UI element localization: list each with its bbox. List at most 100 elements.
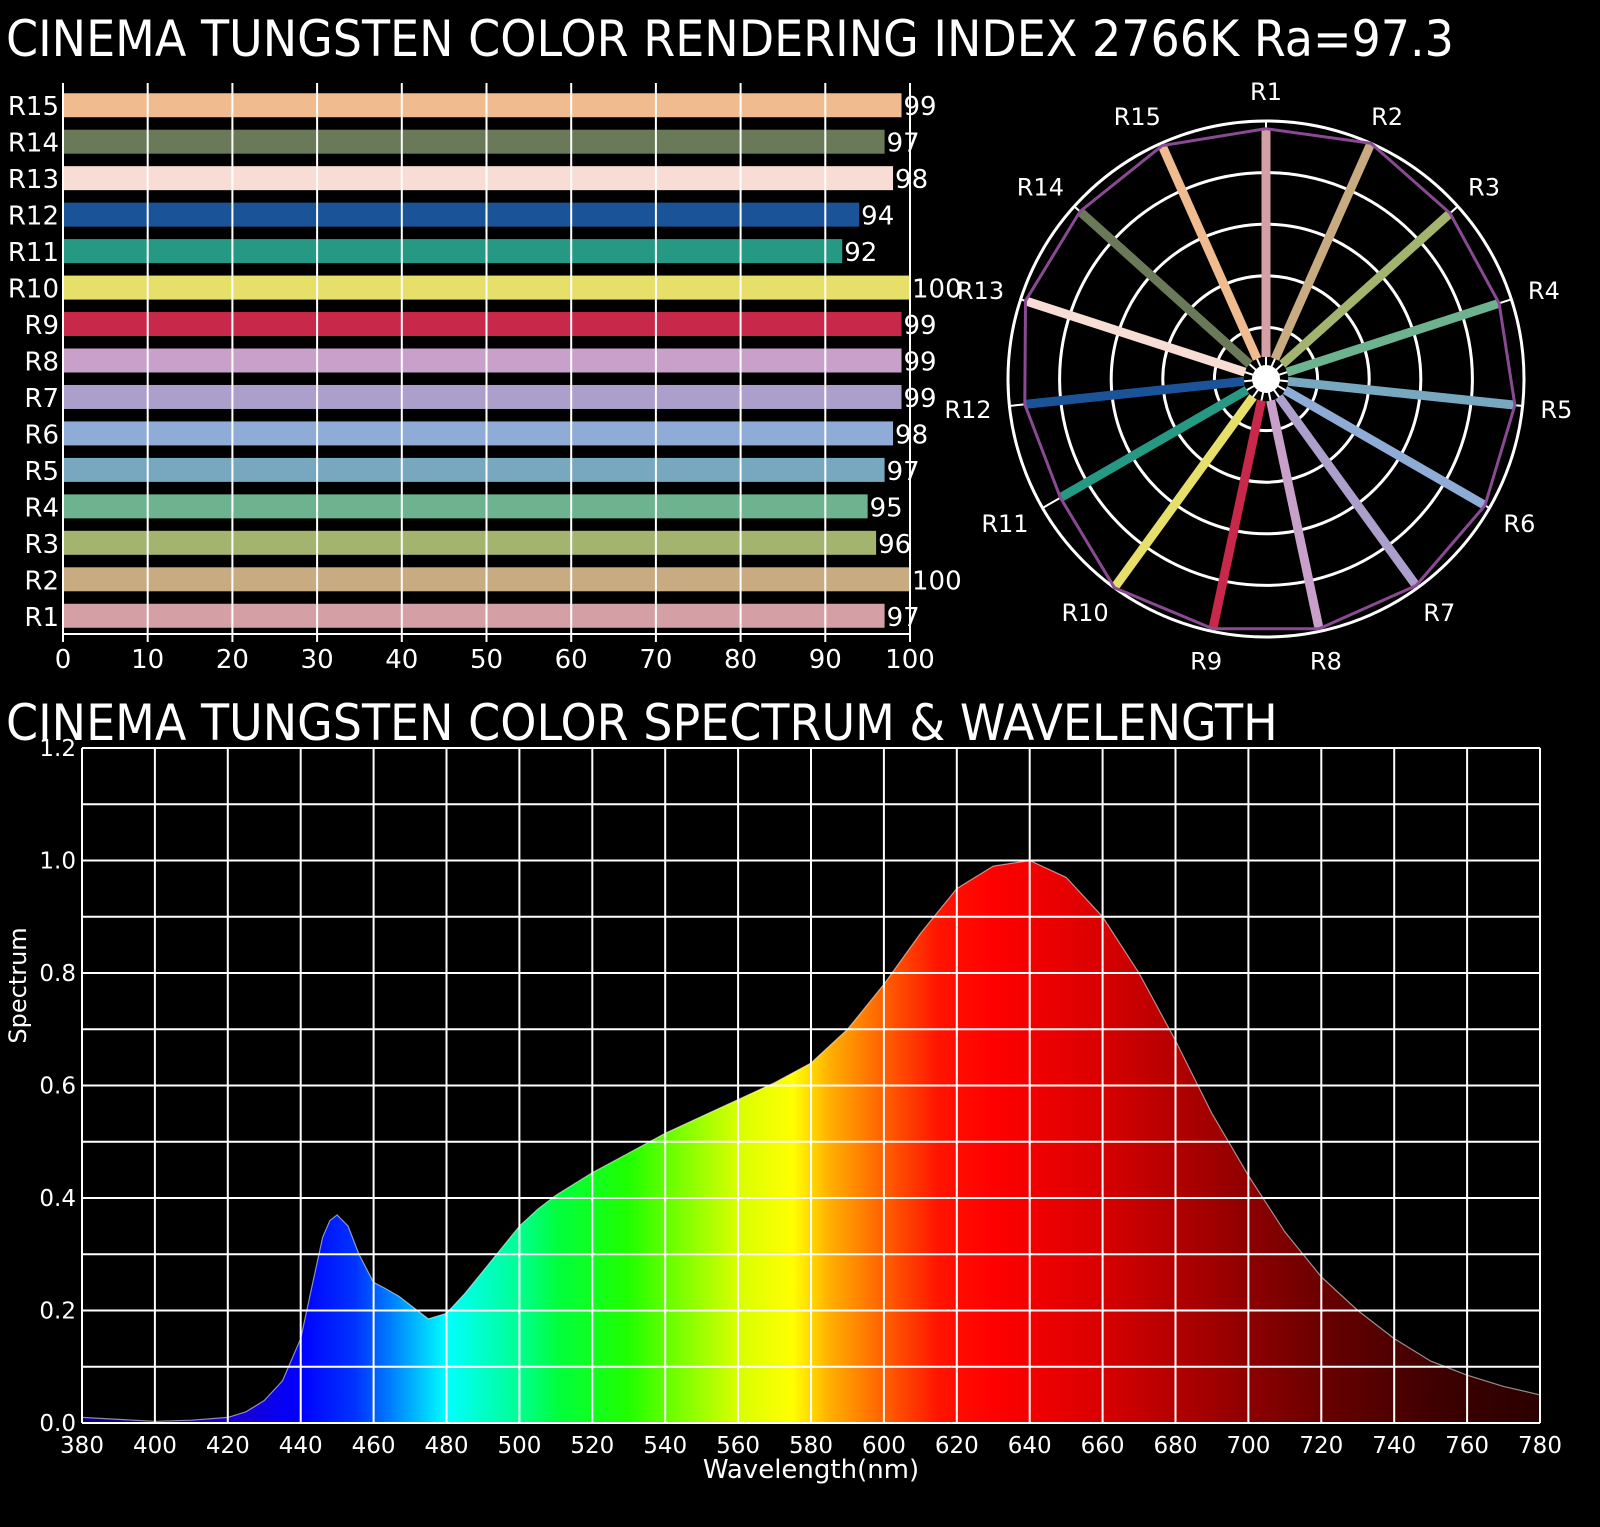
spectrum-x-tick-label: 440 bbox=[279, 1433, 323, 1459]
bar-tick-label: 70 bbox=[639, 645, 672, 675]
spectrum-x-tick-label: 640 bbox=[1008, 1433, 1052, 1459]
bar-value-r2: 100 bbox=[912, 566, 962, 596]
spectrum-curve bbox=[81, 859, 1541, 1422]
bar-r5 bbox=[63, 457, 885, 482]
spectrum-y-tick-label: 0.0 bbox=[39, 1411, 76, 1437]
bar-label-r10: R10 bbox=[8, 275, 59, 305]
spectrum-y-tick-label: 0.4 bbox=[39, 1186, 76, 1212]
bar-label-r15: R15 bbox=[8, 92, 59, 122]
bar-tick-label: 40 bbox=[385, 645, 418, 675]
radar-label-r14: R14 bbox=[1017, 173, 1064, 201]
radar-outline bbox=[1023, 127, 1517, 631]
radar-value-r14 bbox=[1077, 208, 1253, 368]
bar-r13 bbox=[63, 166, 894, 191]
spectrum-x-label: Wavelength(nm) bbox=[703, 1455, 919, 1485]
bar-value-r4: 95 bbox=[870, 493, 903, 523]
bar-value-r3: 96 bbox=[878, 530, 911, 560]
bar-value-r1: 97 bbox=[887, 603, 920, 633]
radar-value-r5 bbox=[1287, 376, 1516, 410]
bar-label-r3: R3 bbox=[24, 530, 59, 560]
bar-tick-label: 100 bbox=[885, 645, 935, 675]
radar-value-r13 bbox=[1024, 296, 1247, 377]
radar-value-r4 bbox=[1285, 298, 1501, 377]
bar-label-r12: R12 bbox=[8, 202, 59, 232]
spectrum-y-tick-label: 0.8 bbox=[39, 961, 76, 987]
radar-value-r9 bbox=[1208, 399, 1266, 630]
bar-label-r5: R5 bbox=[24, 457, 59, 487]
radar-value-r8 bbox=[1266, 399, 1324, 630]
radar-label-r6: R6 bbox=[1503, 510, 1535, 538]
radar-label-r15: R15 bbox=[1114, 103, 1161, 131]
spectrum-x-tick-label: 580 bbox=[789, 1433, 833, 1459]
radar-label-r12: R12 bbox=[944, 396, 991, 424]
spectrum-x-tick-label: 380 bbox=[60, 1433, 104, 1459]
spectrum-x-tick-label: 700 bbox=[1226, 1433, 1270, 1459]
radar-value-r7 bbox=[1275, 394, 1420, 589]
spectrum-x-tick-label: 520 bbox=[570, 1433, 614, 1459]
bar-value-r6: 98 bbox=[895, 420, 928, 450]
bar-label-r6: R6 bbox=[24, 420, 59, 450]
bar-r12 bbox=[63, 202, 860, 227]
radar-label-r2: R2 bbox=[1371, 103, 1403, 131]
spectrum-y-label: Spectrum bbox=[4, 927, 32, 1043]
spectrum-x-tick-label: 500 bbox=[497, 1433, 541, 1459]
bar-label-r4: R4 bbox=[24, 493, 59, 523]
radar-value-r12 bbox=[1024, 376, 1245, 409]
spectrum-y-tick-label: 1.2 bbox=[39, 736, 76, 762]
radar-label-r3: R3 bbox=[1468, 173, 1500, 201]
spectrum-x-tick-label: 400 bbox=[133, 1433, 177, 1459]
bar-r1 bbox=[63, 603, 885, 628]
spectrum-y-tick-label: 0.2 bbox=[39, 1299, 76, 1325]
bar-tick-label: 10 bbox=[131, 645, 164, 675]
bar-label-r11: R11 bbox=[8, 238, 59, 268]
bar-tick-label: 30 bbox=[301, 645, 334, 675]
radar-label-r4: R4 bbox=[1528, 277, 1560, 305]
spectrum-x-tick-label: 660 bbox=[1081, 1433, 1125, 1459]
bar-r14 bbox=[63, 129, 885, 154]
spectrum-x-tick-label: 780 bbox=[1518, 1433, 1562, 1459]
radar-label-r13: R13 bbox=[957, 277, 1004, 305]
bar-tick-label: 80 bbox=[724, 645, 757, 675]
spectrum-y-tick-label: 0.6 bbox=[39, 1074, 76, 1100]
spectrum-x-tick-label: 680 bbox=[1154, 1433, 1198, 1459]
radar-value-r3 bbox=[1279, 209, 1454, 368]
radar-center bbox=[1252, 365, 1280, 393]
cri-radar-chart: R1 R2 R3 R4 R5 R6 R7 R8 R9 R10 R11 R12 R13 R14 R15 bbox=[944, 78, 1572, 676]
spectrum-y-tick-label: 1.0 bbox=[39, 849, 76, 875]
radar-label-r11: R11 bbox=[981, 510, 1028, 538]
bar-value-r12: 94 bbox=[861, 202, 894, 232]
bar-label-r7: R7 bbox=[24, 384, 59, 414]
bar-label-r13: R13 bbox=[8, 165, 59, 195]
radar-label-r7: R7 bbox=[1423, 599, 1455, 627]
bar-r7 bbox=[63, 384, 902, 409]
radar-label-r5: R5 bbox=[1540, 396, 1572, 424]
spectrum-x-tick-label: 720 bbox=[1299, 1433, 1343, 1459]
bar-r15 bbox=[63, 93, 902, 118]
bar-tick-label: 90 bbox=[809, 645, 842, 675]
spectrum-title: CINEMA TUNGSTEN COLOR SPECTRUM & WAVELEN… bbox=[6, 694, 1278, 752]
bar-tick-label: 60 bbox=[555, 645, 588, 675]
radar-value-r11 bbox=[1058, 386, 1250, 502]
radar-label-r1: R1 bbox=[1250, 78, 1282, 106]
bar-value-r11: 92 bbox=[844, 238, 877, 268]
spectrum-x-tick-label: 620 bbox=[935, 1433, 979, 1459]
cri-title: CINEMA TUNGSTEN COLOR RENDERING INDEX 27… bbox=[6, 10, 1454, 68]
bar-value-r10: 100 bbox=[912, 275, 962, 305]
spectrum-x-tick-label: 420 bbox=[206, 1433, 250, 1459]
bar-tick-label: 20 bbox=[216, 645, 249, 675]
bar-value-r5: 97 bbox=[887, 457, 920, 487]
bar-r9 bbox=[63, 312, 902, 337]
spectrum-x-tick-label: 600 bbox=[862, 1433, 906, 1459]
bar-value-r13: 98 bbox=[895, 165, 928, 195]
radar-label-r9: R9 bbox=[1190, 648, 1222, 676]
bar-r6 bbox=[63, 421, 894, 446]
spectrum-x-tick-label: 540 bbox=[643, 1433, 687, 1459]
radar-value-r15 bbox=[1158, 143, 1262, 361]
bar-label-r9: R9 bbox=[24, 311, 59, 341]
spectrum-x-tick-label: 740 bbox=[1372, 1433, 1416, 1459]
bar-r4 bbox=[63, 494, 868, 519]
bar-label-r1: R1 bbox=[24, 603, 59, 633]
radar-value-r2 bbox=[1270, 141, 1376, 361]
